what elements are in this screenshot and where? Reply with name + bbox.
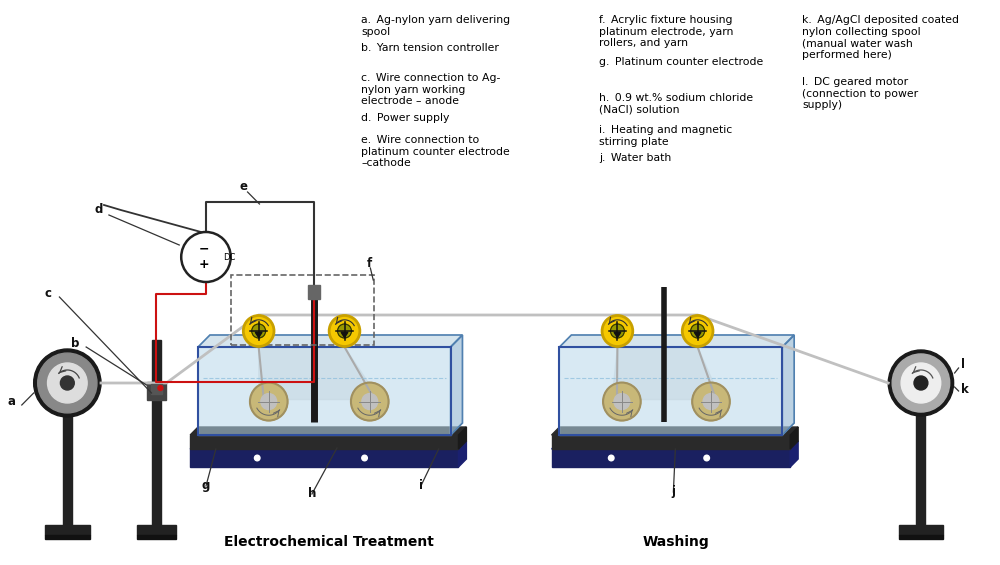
Polygon shape [255,332,262,337]
Text: e. Wire connection to
platinum counter electrode
–cathode: e. Wire connection to platinum counter e… [361,135,510,168]
Text: h: h [308,487,316,500]
Circle shape [602,315,633,346]
Bar [190,435,458,449]
Bar [151,384,162,394]
Circle shape [48,363,87,403]
Circle shape [704,455,709,461]
Text: c: c [45,287,52,300]
Circle shape [692,383,730,420]
Bar [147,382,166,400]
Polygon shape [552,441,798,449]
Text: a: a [8,395,16,408]
Circle shape [60,376,74,390]
Circle shape [362,455,367,461]
Bar [231,275,374,345]
Polygon shape [552,427,798,435]
Polygon shape [458,427,466,449]
Bar [45,525,90,535]
Text: e: e [240,180,248,193]
Polygon shape [612,347,721,399]
Bar [308,285,320,299]
Circle shape [158,385,163,390]
Circle shape [351,383,389,420]
Text: +: + [199,259,209,272]
Bar [63,385,72,525]
Text: b. Yarn tension controller: b. Yarn tension controller [361,43,499,53]
Text: k. Ag/AgCl deposited coated
nylon collecting spool
(manual water wash
performed : k. Ag/AgCl deposited coated nylon collec… [802,15,959,60]
Polygon shape [451,335,462,435]
Bar [559,347,782,435]
Circle shape [611,324,624,338]
Polygon shape [790,427,798,449]
Polygon shape [694,332,701,337]
Circle shape [329,315,360,346]
Circle shape [338,324,351,338]
Text: f. Acrylic fixture housing
platinum electrode, yarn
rollers, and yarn: f. Acrylic fixture housing platinum elec… [599,15,733,48]
Polygon shape [259,347,380,399]
Circle shape [892,354,950,412]
Text: b: b [71,337,80,350]
Polygon shape [790,441,798,467]
Polygon shape [559,335,794,347]
Polygon shape [190,427,466,435]
Bar [137,535,176,539]
Text: j. Water bath: j. Water bath [599,153,671,163]
Circle shape [250,383,288,420]
Text: k: k [961,383,968,396]
Circle shape [261,394,277,410]
Circle shape [682,315,713,346]
Text: h. 0.9 wt.% sodium chloride
(NaCl) solution: h. 0.9 wt.% sodium chloride (NaCl) solut… [599,93,753,115]
Bar [190,449,458,467]
Text: j: j [671,485,675,498]
Circle shape [254,455,260,461]
Text: d: d [94,203,102,216]
Circle shape [38,353,97,413]
Circle shape [914,376,928,390]
Circle shape [603,383,641,420]
Text: l: l [961,358,965,371]
Circle shape [608,455,614,461]
Bar [198,347,451,435]
Polygon shape [782,335,794,435]
Circle shape [181,232,231,282]
Text: g: g [202,479,210,492]
Text: d. Power supply: d. Power supply [361,113,450,123]
Polygon shape [458,441,466,467]
Circle shape [691,324,705,338]
Text: f: f [366,257,372,270]
Bar [559,347,782,435]
Circle shape [614,394,630,410]
Polygon shape [190,441,466,449]
Polygon shape [341,332,348,337]
Text: i: i [419,479,423,492]
Circle shape [901,363,941,403]
Circle shape [362,394,378,410]
Circle shape [34,349,101,417]
Text: i. Heating and magnetic
stirring plate: i. Heating and magnetic stirring plate [599,125,732,146]
Polygon shape [614,332,621,337]
Bar [45,535,90,539]
Text: a. Ag-nylon yarn delivering
spool: a. Ag-nylon yarn delivering spool [361,15,511,37]
Bar [899,535,943,539]
Bar [137,525,176,535]
Text: −: − [199,242,209,255]
Bar [552,449,790,467]
Circle shape [243,315,274,346]
Circle shape [888,350,954,416]
Circle shape [703,394,719,410]
Text: c. Wire connection to Ag-
nylon yarn working
electrode – anode: c. Wire connection to Ag- nylon yarn wor… [361,73,501,106]
Circle shape [252,324,266,338]
Text: Washing: Washing [642,535,709,549]
Bar [899,525,943,535]
Text: g. Platinum counter electrode: g. Platinum counter electrode [599,57,763,67]
Polygon shape [198,335,462,347]
Bar [198,347,451,435]
Text: DC: DC [223,253,236,262]
Bar [916,385,925,525]
Text: Electrochemical Treatment: Electrochemical Treatment [224,535,434,549]
Text: l. DC geared motor
(connection to power
supply): l. DC geared motor (connection to power … [802,77,918,110]
Bar [152,340,161,525]
Bar [552,435,790,449]
